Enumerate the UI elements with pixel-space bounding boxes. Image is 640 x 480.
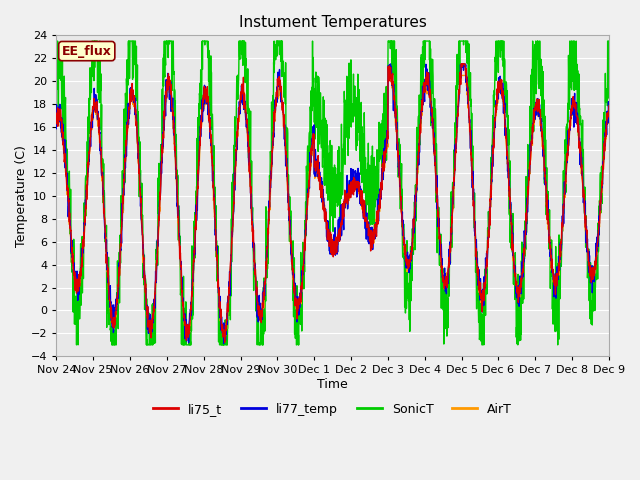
Line: li75_t: li75_t bbox=[56, 64, 609, 342]
Line: SonicT: SonicT bbox=[56, 41, 609, 345]
AirT bbox=[220, 337, 228, 343]
Y-axis label: Temperature (C): Temperature (C) bbox=[15, 145, 28, 247]
li77_temp bbox=[557, 239, 564, 245]
li77_temp bbox=[207, 123, 214, 129]
Line: li77_temp: li77_temp bbox=[56, 64, 609, 344]
AirT bbox=[605, 108, 612, 114]
li75_t bbox=[361, 216, 369, 221]
SonicT bbox=[207, 53, 215, 59]
li75_t bbox=[557, 253, 564, 259]
AirT bbox=[572, 109, 580, 115]
SonicT bbox=[572, 86, 580, 92]
SonicT bbox=[605, 38, 612, 44]
li75_t bbox=[349, 178, 356, 183]
AirT bbox=[349, 177, 356, 183]
li77_temp bbox=[220, 341, 228, 347]
li75_t bbox=[52, 121, 60, 127]
li75_t bbox=[572, 104, 580, 110]
SonicT bbox=[361, 164, 369, 170]
SonicT bbox=[54, 38, 61, 44]
li77_temp bbox=[52, 126, 60, 132]
li75_t bbox=[221, 339, 228, 345]
li77_temp bbox=[387, 61, 394, 67]
Text: EE_flux: EE_flux bbox=[62, 45, 112, 58]
li75_t bbox=[493, 93, 501, 98]
SonicT bbox=[52, 98, 60, 104]
li77_temp bbox=[605, 100, 612, 106]
SonicT bbox=[349, 119, 357, 125]
AirT bbox=[557, 250, 564, 256]
li75_t bbox=[207, 128, 214, 133]
li77_temp bbox=[572, 106, 580, 112]
AirT bbox=[493, 100, 501, 106]
AirT bbox=[361, 207, 369, 213]
li75_t bbox=[457, 61, 465, 67]
Line: AirT: AirT bbox=[56, 75, 609, 340]
AirT bbox=[52, 122, 60, 128]
AirT bbox=[385, 72, 392, 78]
AirT bbox=[207, 129, 214, 135]
SonicT bbox=[557, 245, 564, 251]
li75_t bbox=[605, 103, 612, 108]
Legend: li75_t, li77_temp, SonicT, AirT: li75_t, li77_temp, SonicT, AirT bbox=[148, 398, 517, 420]
li77_temp bbox=[361, 219, 369, 225]
X-axis label: Time: Time bbox=[317, 378, 348, 391]
li77_temp bbox=[493, 86, 501, 92]
SonicT bbox=[73, 342, 81, 348]
Title: Instument Temperatures: Instument Temperatures bbox=[239, 15, 426, 30]
li77_temp bbox=[349, 191, 356, 197]
SonicT bbox=[493, 48, 501, 54]
